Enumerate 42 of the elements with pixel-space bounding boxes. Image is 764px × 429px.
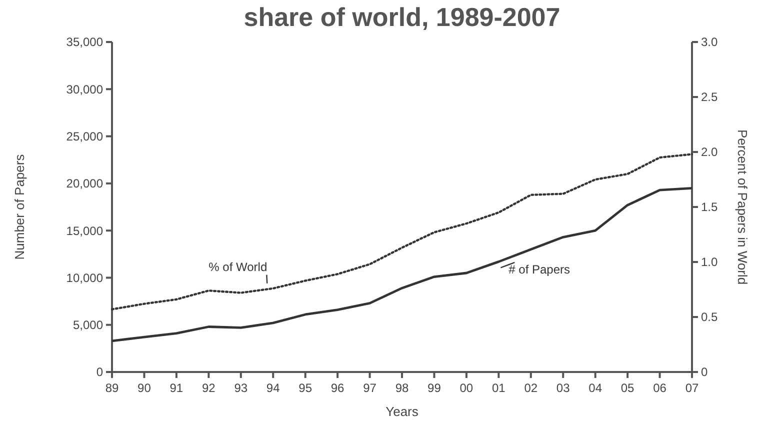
chart-title: share of world, 1989-2007 <box>244 2 560 32</box>
series-label: # of Papers <box>508 262 570 276</box>
x-tick-label: 89 <box>105 381 119 395</box>
x-tick-label: 92 <box>202 381 216 395</box>
y-tick-label: 20,000 <box>66 176 104 191</box>
x-tick-label: 06 <box>653 381 667 395</box>
x-axis-title: Years <box>386 404 419 419</box>
x-tick-label: 96 <box>330 381 345 395</box>
y-axis-title: Number of Papers <box>12 154 27 260</box>
series-label: % of World <box>208 260 268 274</box>
y2-axis-title: Percent of Papers in World <box>735 129 750 285</box>
y-tick-label: 5,000 <box>72 318 104 332</box>
y-tick-label: 0 <box>96 365 104 380</box>
y-tick-label: 15,000 <box>66 224 104 238</box>
line-series <box>110 186 694 342</box>
y-tick-label: 10,000 <box>66 270 104 285</box>
x-tick-label: 99 <box>428 381 442 395</box>
y2-tick-label: 2.5 <box>701 90 718 104</box>
y-tick-label: 25,000 <box>66 129 104 144</box>
x-tick-label: 93 <box>234 381 248 395</box>
y-tick-label: 35,000 <box>66 35 104 50</box>
x-tick-label: 95 <box>298 381 312 395</box>
y2-tick-label: 1.0 <box>701 255 718 270</box>
x-tick-label: 04 <box>588 381 602 395</box>
y2-tick-label: 0 <box>701 365 708 380</box>
y2-tick-label: 2.0 <box>701 145 718 160</box>
x-tick-label: 03 <box>556 381 570 395</box>
x-tick-label: 01 <box>492 381 506 395</box>
y2-tick-label: 0.5 <box>701 310 718 324</box>
x-tick-label: 90 <box>138 381 152 395</box>
x-tick-label: 07 <box>685 381 699 395</box>
x-tick-label: 00 <box>460 381 474 395</box>
x-tick-label: 91 <box>170 381 184 395</box>
y2-tick-label: 1.5 <box>701 200 718 214</box>
y2-tick-label: 3.0 <box>701 35 718 50</box>
x-tick-label: 05 <box>620 381 635 395</box>
y-tick-label: 30,000 <box>66 82 104 96</box>
x-tick-label: 02 <box>524 381 538 395</box>
x-tick-label: 97 <box>363 381 377 395</box>
x-tick-label: 94 <box>266 381 280 395</box>
line-series <box>110 153 694 310</box>
x-tick-label: 98 <box>395 381 409 395</box>
